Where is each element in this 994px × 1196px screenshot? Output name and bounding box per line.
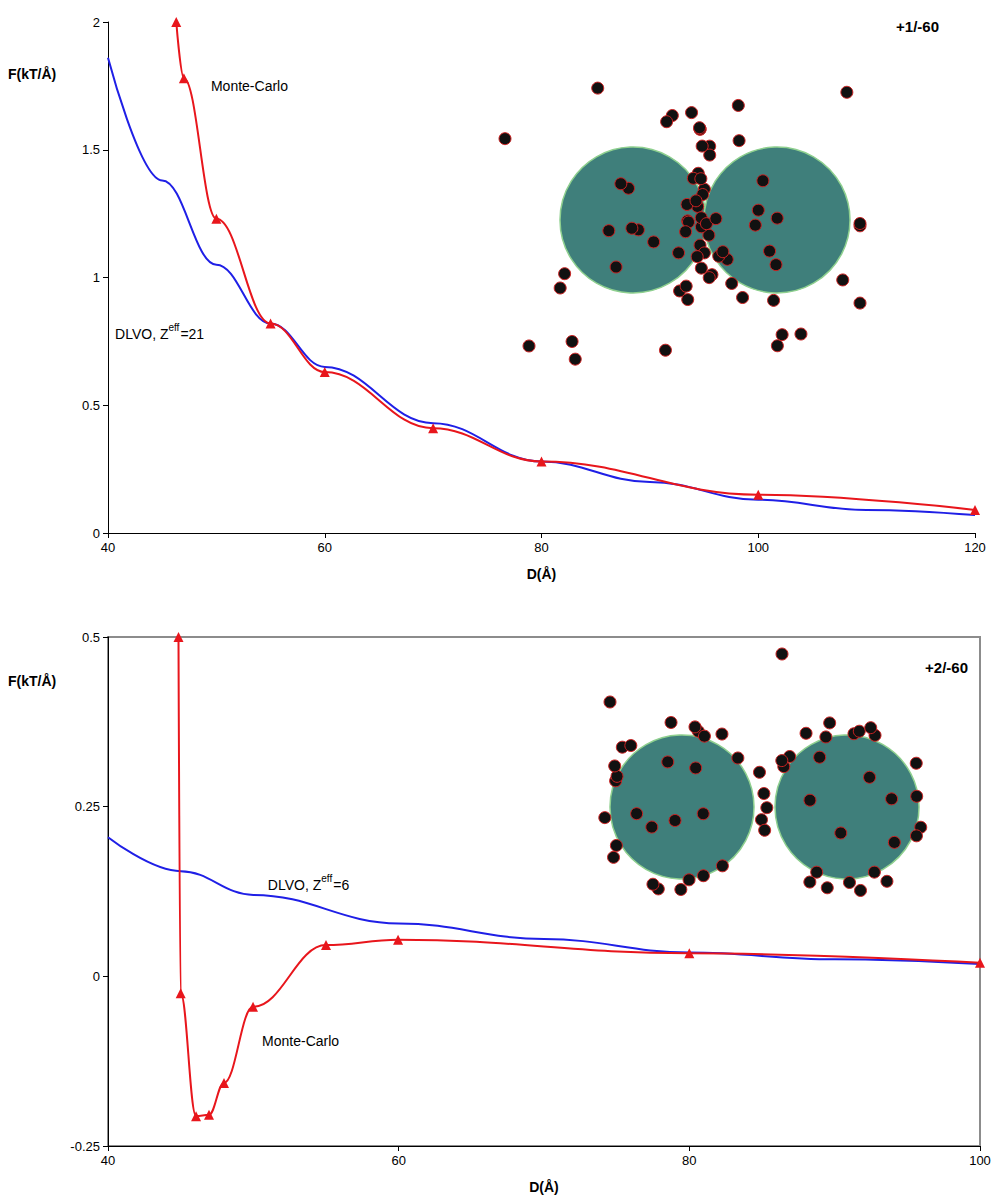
svg-text:=6: =6 — [333, 877, 349, 893]
svg-text:120: 120 — [964, 540, 986, 555]
svg-text:60: 60 — [391, 1153, 405, 1168]
svg-text:100: 100 — [747, 540, 769, 555]
svg-text:Monte-Carlo: Monte-Carlo — [262, 1033, 339, 1049]
svg-text:+1/-60: +1/-60 — [896, 18, 939, 35]
svg-text:eff: eff — [321, 873, 332, 884]
svg-text:40: 40 — [101, 540, 115, 555]
svg-text:0: 0 — [93, 969, 100, 984]
svg-text:80: 80 — [534, 540, 548, 555]
svg-text:F(kT/Å): F(kT/Å) — [8, 66, 56, 82]
svg-text:=21: =21 — [180, 326, 204, 342]
svg-text:2: 2 — [93, 15, 100, 30]
svg-text:0.5: 0.5 — [82, 630, 100, 645]
svg-text:0: 0 — [93, 526, 100, 541]
svg-text:100: 100 — [969, 1153, 991, 1168]
svg-text:60: 60 — [318, 540, 332, 555]
svg-text:eff: eff — [168, 322, 179, 333]
svg-text:0.5: 0.5 — [82, 398, 100, 413]
svg-text:1: 1 — [93, 270, 100, 285]
svg-text:0.25: 0.25 — [75, 799, 100, 814]
svg-text:D(Å): D(Å) — [527, 566, 557, 582]
svg-text:DLVO, Z: DLVO, Z — [115, 326, 169, 342]
svg-text:-0.25: -0.25 — [70, 1139, 100, 1154]
svg-text:DLVO, Z: DLVO, Z — [268, 877, 322, 893]
svg-text:1.5: 1.5 — [82, 142, 100, 157]
svg-text:+2/-60: +2/-60 — [925, 659, 968, 676]
svg-text:F(kT/Å): F(kT/Å) — [8, 673, 56, 689]
svg-text:Monte-Carlo: Monte-Carlo — [211, 78, 288, 94]
svg-text:80: 80 — [682, 1153, 696, 1168]
svg-text:D(Å): D(Å) — [529, 1179, 559, 1195]
svg-text:40: 40 — [101, 1153, 115, 1168]
